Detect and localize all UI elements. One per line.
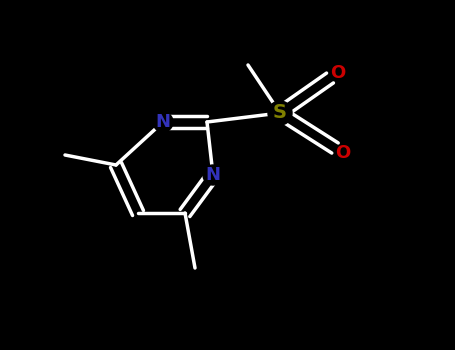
- Text: N: N: [156, 113, 171, 131]
- Circle shape: [203, 165, 223, 185]
- Text: O: O: [330, 64, 346, 82]
- Text: N: N: [206, 166, 221, 184]
- Circle shape: [153, 112, 173, 132]
- Circle shape: [268, 101, 292, 125]
- Text: S: S: [273, 104, 287, 122]
- Text: O: O: [335, 144, 351, 162]
